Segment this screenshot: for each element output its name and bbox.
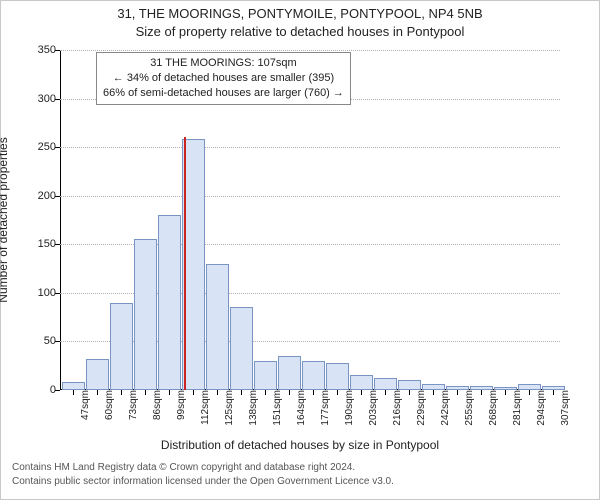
xtick-label: 307sqm (557, 390, 571, 426)
xtick-label: 125sqm (221, 390, 235, 426)
xtick-mark (385, 390, 386, 395)
xtick-mark (73, 390, 74, 395)
info-box: 31 THE MOORINGS: 107sqm ← 34% of detache… (96, 52, 351, 105)
xtick-label: 151sqm (269, 390, 283, 426)
xtick-mark (457, 390, 458, 395)
histogram-bar (134, 239, 157, 390)
histogram-bar (398, 380, 421, 390)
gridline (60, 50, 560, 51)
x-axis-label: Distribution of detached houses by size … (0, 438, 600, 452)
xtick-mark (433, 390, 434, 395)
histogram-bar (206, 264, 229, 390)
histogram-bar (326, 363, 349, 390)
ytick-label: 350 (16, 44, 56, 56)
ytick-label: 250 (16, 141, 56, 153)
gridline (60, 196, 560, 197)
xtick-label: 164sqm (293, 390, 307, 426)
y-axis-label: Number of detached properties (0, 137, 10, 302)
xtick-mark (241, 390, 242, 395)
ytick-label: 0 (16, 384, 56, 396)
histogram-bar (62, 382, 85, 390)
footer-line2: Contains public sector information licen… (12, 476, 588, 487)
xtick-label: 47sqm (77, 390, 91, 420)
histogram-bar (158, 215, 181, 390)
xtick-label: 177sqm (317, 390, 331, 426)
histogram-bar (350, 375, 373, 390)
xtick-mark (553, 390, 554, 395)
marker-line (184, 137, 186, 390)
ytick-label: 150 (16, 238, 56, 250)
info-box-line1: 31 THE MOORINGS: 107sqm (103, 56, 344, 71)
xtick-mark (193, 390, 194, 395)
ytick-label: 300 (16, 93, 56, 105)
xtick-label: 60sqm (101, 390, 115, 420)
xtick-label: 281sqm (509, 390, 523, 426)
xtick-mark (289, 390, 290, 395)
ytick-label: 50 (16, 335, 56, 347)
xtick-mark (505, 390, 506, 395)
xtick-mark (169, 390, 170, 395)
xtick-label: 138sqm (245, 390, 259, 426)
xtick-mark (145, 390, 146, 395)
footer-line1: Contains HM Land Registry data © Crown c… (12, 462, 588, 473)
gridline (60, 147, 560, 148)
xtick-mark (481, 390, 482, 395)
chart-title-line1: 31, THE MOORINGS, PONTYMOILE, PONTYPOOL,… (0, 6, 600, 21)
xtick-mark (409, 390, 410, 395)
xtick-label: 294sqm (533, 390, 547, 426)
xtick-mark (121, 390, 122, 395)
histogram-bar (374, 378, 397, 390)
histogram-bar (302, 361, 325, 390)
xtick-mark (97, 390, 98, 395)
xtick-label: 203sqm (365, 390, 379, 426)
histogram-bar (86, 359, 109, 390)
xtick-label: 216sqm (389, 390, 403, 426)
histogram-bar (110, 303, 133, 390)
xtick-mark (361, 390, 362, 395)
xtick-label: 229sqm (413, 390, 427, 426)
xtick-label: 99sqm (173, 390, 187, 420)
ytick-label: 200 (16, 190, 56, 202)
histogram-bar (254, 361, 277, 390)
xtick-label: 255sqm (461, 390, 475, 426)
info-box-line2: ← 34% of detached houses are smaller (39… (103, 71, 344, 86)
info-box-line3: 66% of semi-detached houses are larger (… (103, 86, 344, 101)
xtick-label: 242sqm (437, 390, 451, 426)
xtick-mark (337, 390, 338, 395)
xtick-mark (217, 390, 218, 395)
xtick-label: 86sqm (149, 390, 163, 420)
xtick-label: 112sqm (197, 390, 211, 425)
xtick-label: 190sqm (341, 390, 355, 426)
ytick-label: 100 (16, 287, 56, 299)
xtick-mark (265, 390, 266, 395)
xtick-mark (529, 390, 530, 395)
chart-title-line2: Size of property relative to detached ho… (0, 24, 600, 39)
xtick-label: 73sqm (125, 390, 139, 420)
xtick-label: 268sqm (485, 390, 499, 426)
histogram-bar (278, 356, 301, 390)
histogram-bar (230, 307, 253, 390)
xtick-mark (313, 390, 314, 395)
